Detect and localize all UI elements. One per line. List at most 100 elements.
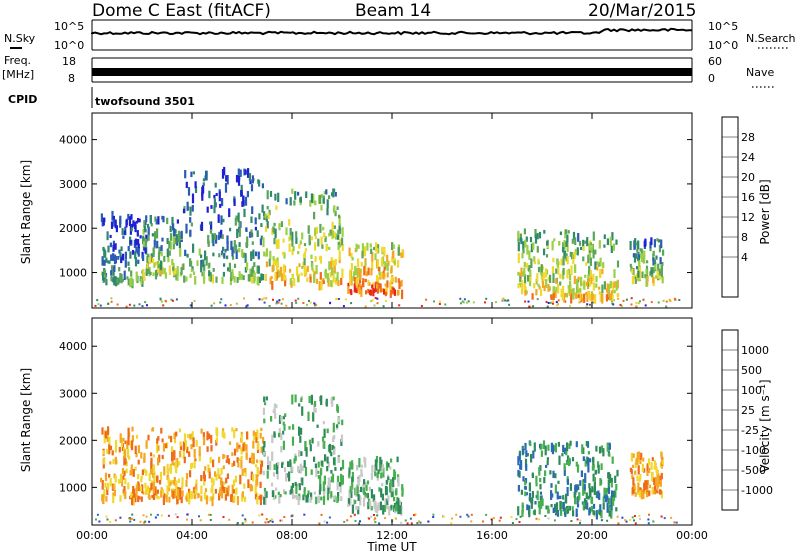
range-gate-cell	[291, 436, 295, 446]
range-gate-cell	[354, 487, 357, 496]
range-gate-cell	[582, 479, 585, 489]
range-gate-cell	[241, 514, 244, 517]
range-gate-cell	[583, 281, 586, 290]
range-gate-cell	[375, 281, 378, 286]
range-gate-cell	[460, 302, 462, 305]
range-gate-cell	[178, 428, 181, 433]
range-gate-cell	[252, 249, 255, 259]
range-gate-cell	[119, 273, 122, 280]
range-gate-cell	[280, 433, 283, 440]
range-gate-cell	[606, 519, 609, 522]
range-gate-cell	[105, 258, 108, 263]
range-gate-cell	[148, 520, 151, 523]
range-gate-cell	[258, 277, 261, 283]
range-gate-cell	[309, 276, 312, 283]
range-gate-cell	[323, 487, 326, 497]
range-gate-cell	[605, 488, 608, 492]
range-gate-cell	[650, 270, 653, 275]
range-gate-cell	[653, 239, 656, 248]
range-gate-cell	[552, 507, 555, 513]
range-gate-cell	[341, 227, 344, 237]
range-gate-cell	[244, 267, 247, 273]
range-gate-cell	[331, 192, 334, 197]
range-gate-cell	[283, 423, 286, 431]
range-gate-cell	[268, 209, 271, 216]
cpid-value: twofsound 3501	[95, 95, 195, 108]
range-gate-cell	[110, 297, 113, 300]
range-gate-cell	[189, 206, 192, 216]
range-gate-cell	[354, 500, 357, 504]
range-gate-cell	[389, 479, 392, 487]
range-gate-cell	[660, 271, 663, 277]
range-gate-cell	[530, 454, 533, 463]
range-gate-cell	[316, 424, 319, 428]
range-gate-cell	[254, 484, 257, 494]
range-gate-cell	[118, 446, 121, 453]
range-gate-cell	[187, 187, 191, 196]
range-gate-cell	[190, 463, 193, 470]
range-gate-cell	[242, 275, 245, 281]
range-gate-cell	[639, 300, 641, 303]
range-gate-cell	[579, 522, 581, 525]
range-gate-cell	[579, 288, 582, 295]
range-gate-cell	[381, 464, 384, 469]
range-gate-cell	[565, 493, 568, 504]
range-gate-cell	[588, 265, 591, 274]
range-gate-cell	[241, 249, 244, 258]
range-gate-cell	[266, 206, 269, 210]
range-gate-cell	[246, 236, 249, 247]
y-tick-label: 2000	[59, 222, 87, 235]
range-gate-cell	[219, 486, 222, 497]
range-gate-cell	[260, 446, 263, 453]
range-gate-cell	[563, 463, 566, 471]
range-gate-cell	[222, 246, 225, 251]
range-gate-cell	[217, 468, 220, 477]
range-gate-cell	[226, 473, 229, 479]
range-gate-cell	[107, 426, 110, 435]
range-gate-cell	[249, 231, 252, 238]
range-gate-cell	[188, 451, 191, 457]
range-gate-cell	[635, 301, 638, 304]
range-gate-cell	[289, 228, 292, 235]
range-gate-cell	[277, 239, 280, 249]
range-gate-cell	[576, 247, 579, 256]
range-gate-cell	[110, 277, 113, 282]
range-gate-cell	[532, 242, 535, 251]
range-gate-cell	[150, 452, 153, 457]
range-gate-cell	[555, 278, 558, 284]
range-gate-cell	[118, 267, 121, 272]
range-gate-cell	[359, 268, 362, 273]
range-gate-cell	[172, 462, 175, 466]
range-gate-cell	[291, 240, 294, 247]
range-gate-cell	[585, 305, 588, 308]
range-gate-cell	[328, 246, 331, 250]
range-gate-cell	[534, 229, 537, 238]
range-gate-cell	[104, 274, 107, 282]
nave-tick-bottom: 0	[708, 72, 715, 85]
range-gate-cell	[636, 249, 639, 253]
range-gate-cell	[354, 277, 357, 284]
range-gate-cell	[578, 492, 581, 500]
range-gate-cell	[166, 217, 169, 225]
range-gate-cell	[218, 456, 221, 463]
range-gate-cell	[333, 260, 336, 269]
range-gate-cell	[327, 477, 330, 487]
range-gate-cell	[109, 520, 112, 523]
range-gate-cell	[653, 460, 656, 467]
range-gate-cell	[198, 248, 201, 256]
range-gate-cell	[250, 471, 253, 481]
range-gate-cell	[528, 265, 531, 272]
range-gate-cell	[463, 298, 466, 301]
range-gate-cell	[484, 301, 486, 304]
range-gate-cell	[611, 282, 614, 288]
range-gate-cell	[567, 505, 570, 511]
range-gate-cell	[644, 304, 647, 307]
range-gate-cell	[102, 450, 105, 455]
range-gate-cell	[282, 238, 285, 243]
range-gate-cell	[400, 279, 403, 287]
range-gate-cell	[112, 495, 115, 504]
colorbar-tick-label: 20	[741, 171, 755, 184]
range-gate-cell	[340, 278, 343, 286]
range-gate-cell	[318, 489, 321, 495]
